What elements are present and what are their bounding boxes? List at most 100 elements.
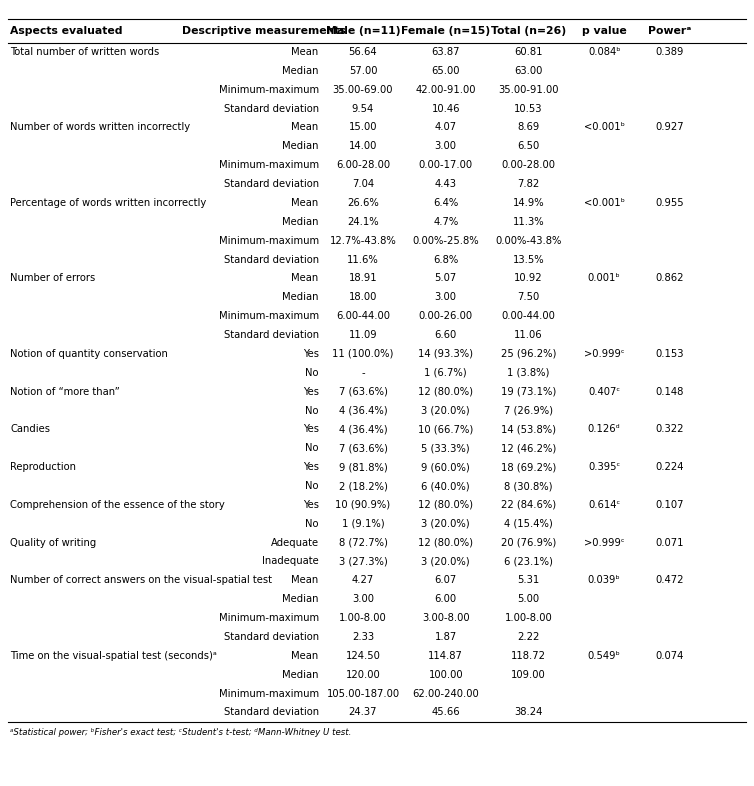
Text: 109.00: 109.00 [511, 670, 546, 680]
Text: Mean: Mean [291, 123, 319, 133]
Text: Minimum-maximum: Minimum-maximum [219, 689, 319, 699]
Text: 8 (30.8%): 8 (30.8%) [504, 481, 553, 491]
Text: Descriptive measurements: Descriptive measurements [182, 26, 346, 36]
Text: 124.50: 124.50 [345, 651, 381, 661]
Text: 9 (81.8%): 9 (81.8%) [339, 462, 388, 472]
Text: 7 (63.6%): 7 (63.6%) [339, 443, 388, 454]
Text: 13.5%: 13.5% [513, 255, 544, 265]
Text: 0.00-28.00: 0.00-28.00 [501, 160, 556, 171]
Text: Candies: Candies [11, 424, 51, 435]
Text: Median: Median [282, 66, 319, 75]
Text: 6.4%: 6.4% [433, 198, 458, 208]
Text: 0.549ᵇ: 0.549ᵇ [588, 651, 621, 661]
Text: >0.999ᶜ: >0.999ᶜ [584, 349, 624, 359]
Text: 6.60: 6.60 [434, 330, 457, 340]
Text: Total (n=26): Total (n=26) [491, 26, 566, 36]
Text: 4 (36.4%): 4 (36.4%) [339, 424, 388, 435]
Text: 5.07: 5.07 [434, 274, 457, 284]
Text: 0.00-44.00: 0.00-44.00 [501, 311, 556, 321]
Text: Mean: Mean [291, 274, 319, 284]
Text: 120.00: 120.00 [345, 670, 380, 680]
Text: 10.53: 10.53 [514, 104, 543, 113]
Text: 6 (40.0%): 6 (40.0%) [421, 481, 470, 491]
Text: 6 (23.1%): 6 (23.1%) [504, 556, 553, 567]
Text: 6.8%: 6.8% [433, 255, 458, 265]
Text: 0.224: 0.224 [655, 462, 683, 472]
Text: 12 (46.2%): 12 (46.2%) [501, 443, 556, 454]
Text: 3.00: 3.00 [435, 141, 457, 152]
Text: 1 (9.1%): 1 (9.1%) [342, 519, 385, 529]
Text: 7 (63.6%): 7 (63.6%) [339, 387, 388, 397]
Text: 3 (20.0%): 3 (20.0%) [421, 519, 470, 529]
Text: 14 (53.8%): 14 (53.8%) [501, 424, 556, 435]
Text: 118.72: 118.72 [511, 651, 546, 661]
Text: 14.00: 14.00 [349, 141, 377, 152]
Text: Median: Median [282, 594, 319, 604]
Text: 0.071: 0.071 [655, 538, 683, 548]
Text: No: No [305, 519, 319, 529]
Text: 5 (33.3%): 5 (33.3%) [421, 443, 470, 454]
Text: Notion of “more than”: Notion of “more than” [11, 387, 120, 397]
Text: 11.6%: 11.6% [347, 255, 379, 265]
Text: Standard deviation: Standard deviation [223, 255, 319, 265]
Text: 12 (80.0%): 12 (80.0%) [418, 538, 474, 548]
Text: 3 (20.0%): 3 (20.0%) [421, 556, 470, 567]
Text: 7 (26.9%): 7 (26.9%) [504, 406, 553, 416]
Text: ᵃStatistical power; ᵇFisher's exact test; ᶜStudent's t-test; ᵈMann-Whitney U tes: ᵃStatistical power; ᵇFisher's exact test… [11, 728, 352, 737]
Text: 42.00-91.00: 42.00-91.00 [415, 85, 476, 94]
Text: 15.00: 15.00 [348, 123, 377, 133]
Text: Yes: Yes [302, 424, 319, 435]
Text: 7.04: 7.04 [352, 179, 374, 189]
Text: 1.87: 1.87 [434, 632, 457, 642]
Text: 12 (80.0%): 12 (80.0%) [418, 387, 474, 397]
Text: 6.00-28.00: 6.00-28.00 [336, 160, 390, 171]
Text: Minimum-maximum: Minimum-maximum [219, 236, 319, 246]
Text: 11.09: 11.09 [348, 330, 377, 340]
Text: Yes: Yes [302, 387, 319, 397]
Text: 3.00: 3.00 [352, 594, 374, 604]
Text: 0.862: 0.862 [655, 274, 683, 284]
Text: Standard deviation: Standard deviation [223, 632, 319, 642]
Text: 0.001ᵇ: 0.001ᵇ [588, 274, 621, 284]
Text: 0.153: 0.153 [655, 349, 683, 359]
Text: Mean: Mean [291, 575, 319, 586]
Text: 0.107: 0.107 [655, 500, 683, 510]
Text: Minimum-maximum: Minimum-maximum [219, 85, 319, 94]
Text: 65.00: 65.00 [431, 66, 460, 75]
Text: 8 (72.7%): 8 (72.7%) [339, 538, 388, 548]
Text: p value: p value [582, 26, 627, 36]
Text: -: - [361, 368, 365, 378]
Text: 11.06: 11.06 [514, 330, 543, 340]
Text: Percentage of words written incorrectly: Percentage of words written incorrectly [11, 198, 207, 208]
Text: 9 (60.0%): 9 (60.0%) [421, 462, 470, 472]
Text: Mean: Mean [291, 47, 319, 57]
Text: Median: Median [282, 141, 319, 152]
Text: 6.07: 6.07 [434, 575, 457, 586]
Text: No: No [305, 406, 319, 416]
Text: 24.37: 24.37 [348, 707, 377, 718]
Text: 12 (80.0%): 12 (80.0%) [418, 500, 474, 510]
Text: Notion of quantity conservation: Notion of quantity conservation [11, 349, 168, 359]
Text: Yes: Yes [302, 500, 319, 510]
Text: >0.999ᶜ: >0.999ᶜ [584, 538, 624, 548]
Text: 18.91: 18.91 [348, 274, 377, 284]
Text: Mean: Mean [291, 651, 319, 661]
Text: 3.00: 3.00 [435, 292, 457, 303]
Text: Median: Median [282, 217, 319, 227]
Text: 1 (6.7%): 1 (6.7%) [425, 368, 467, 378]
Text: 10 (66.7%): 10 (66.7%) [418, 424, 474, 435]
Text: Reproduction: Reproduction [11, 462, 76, 472]
Text: 114.87: 114.87 [428, 651, 463, 661]
Text: 11 (100.0%): 11 (100.0%) [333, 349, 394, 359]
Text: 5.31: 5.31 [517, 575, 540, 586]
Text: 25 (96.2%): 25 (96.2%) [501, 349, 556, 359]
Text: 57.00: 57.00 [348, 66, 377, 75]
Text: 0.00%-43.8%: 0.00%-43.8% [495, 236, 562, 246]
Text: 3 (20.0%): 3 (20.0%) [421, 406, 470, 416]
Text: Standard deviation: Standard deviation [223, 179, 319, 189]
Text: 0.074: 0.074 [655, 651, 683, 661]
Text: 0.00-17.00: 0.00-17.00 [418, 160, 473, 171]
Text: 2.33: 2.33 [352, 632, 374, 642]
Text: Powerᵃ: Powerᵃ [648, 26, 691, 36]
Text: 18 (69.2%): 18 (69.2%) [501, 462, 556, 472]
